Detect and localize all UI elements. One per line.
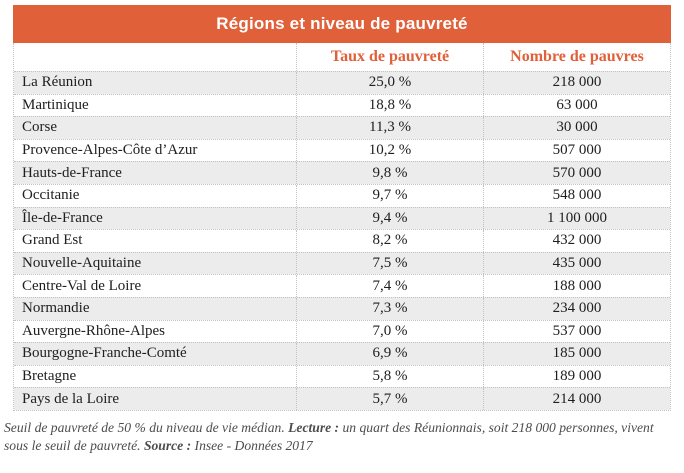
poor-count-cell: 185 000 — [483, 343, 670, 365]
poverty-rate-cell: 8,2 % — [296, 230, 483, 252]
table-row: Martinique 18,8 % 63 000 — [14, 93, 670, 117]
footnote-lecture-label: Lecture : — [288, 420, 340, 435]
poor-count-cell: 507 000 — [483, 139, 670, 162]
region-cell: Martinique — [22, 96, 89, 113]
region-cell: Normandie — [22, 300, 90, 317]
footnote-lecture-text: un quart des Réunionnais, soit 218 000 p… — [4, 420, 654, 453]
table-row: Pays de la Loire 5,7 % 214 000 — [14, 387, 670, 410]
poverty-rate-cell: 5,7 % — [296, 388, 483, 410]
region-cell: Hauts-de-France — [22, 164, 122, 181]
table-row: Île-de-France 9,4 % 1 100 000 — [14, 206, 670, 230]
table-row: Corse 11,3 % 30 000 — [14, 116, 670, 139]
poor-count-cell: 214 000 — [483, 388, 670, 410]
header-poor-count: Nombre de pauvres — [483, 43, 670, 71]
poverty-rate-cell: 18,8 % — [296, 94, 483, 117]
poor-count-cell: 537 000 — [483, 320, 670, 343]
poor-count-cell: 30 000 — [483, 117, 670, 139]
poverty-rate-cell: 9,4 % — [296, 207, 483, 230]
region-cell: Bourgogne-Franche-Comté — [22, 345, 187, 362]
regions-poverty-table: Régions et niveau de pauvreté Taux de pa… — [13, 5, 671, 411]
footnote-definition: Seuil de pauvreté de 50 % du niveau de v… — [4, 420, 289, 435]
poor-count-cell: 1 100 000 — [483, 207, 670, 230]
table-row: Nouvelle-Aquitaine 7,5 % 435 000 — [14, 251, 670, 275]
footnote-source-label: Source : — [143, 437, 192, 453]
poor-count-cell: 63 000 — [483, 94, 670, 117]
poverty-rate-cell: 9,7 % — [296, 184, 483, 207]
table-row: Hauts-de-France 9,8 % 570 000 — [14, 161, 670, 184]
region-cell: La Réunion — [22, 74, 93, 91]
poverty-rate-cell: 11,3 % — [296, 117, 483, 139]
poor-count-cell: 189 000 — [483, 365, 670, 388]
poor-count-cell: 570 000 — [483, 162, 670, 184]
region-cell: Centre-Val de Loire — [22, 277, 142, 294]
table-row: Bourgogne-Franche-Comté 6,9 % 185 000 — [14, 342, 670, 365]
table-grid: Taux de pauvreté Nombre de pauvres La Ré… — [13, 43, 671, 411]
region-cell: Auvergne-Rhône-Alpes — [22, 322, 166, 339]
table-title-bar: Régions et niveau de pauvreté — [13, 5, 671, 43]
poor-count-cell: 218 000 — [483, 72, 670, 94]
footnote-source-text: Insee - Données 2017 — [191, 437, 313, 453]
region-cell: Grand Est — [22, 232, 83, 249]
table-body: La Réunion 25,0 % 218 000 Martinique 18,8 % 6… — [14, 71, 670, 410]
poor-count-cell: 432 000 — [483, 230, 670, 252]
table-row: Auvergne-Rhône-Alpes 7,0 % 537 000 — [14, 319, 670, 343]
table-row: Centre-Val de Loire 7,4 % 188 000 — [14, 274, 670, 297]
header-region-spacer — [14, 43, 296, 71]
header-poverty-rate: Taux de pauvreté — [296, 43, 483, 71]
poverty-rate-cell: 7,3 % — [296, 297, 483, 320]
poor-count-cell: 188 000 — [483, 275, 670, 297]
table-row: Normandie 7,3 % 234 000 — [14, 296, 670, 320]
table-header-row: Taux de pauvreté Nombre de pauvres — [14, 43, 670, 71]
region-cell: Nouvelle-Aquitaine — [22, 255, 142, 272]
poor-count-cell: 435 000 — [483, 252, 670, 275]
poor-count-cell: 234 000 — [483, 297, 670, 320]
region-cell: Île-de-France — [22, 209, 103, 226]
table-row: Provence-Alpes-Côte d’Azur 10,2 % 507 000 — [14, 138, 670, 162]
footnote: Seuil de pauvreté de 50 % du niveau de v… — [4, 419, 680, 455]
poverty-rate-cell: 7,4 % — [296, 275, 483, 297]
region-cell: Pays de la Loire — [22, 390, 120, 407]
poverty-rate-cell: 7,5 % — [296, 252, 483, 275]
poverty-rate-cell: 10,2 % — [296, 139, 483, 162]
poverty-rate-cell: 7,0 % — [296, 320, 483, 343]
table-title: Régions et niveau de pauvreté — [216, 14, 468, 33]
poor-count-cell: 548 000 — [483, 184, 670, 207]
poverty-rate-cell: 25,0 % — [296, 72, 483, 94]
table-row: La Réunion 25,0 % 218 000 — [14, 71, 670, 94]
poverty-rate-cell: 6,9 % — [296, 343, 483, 365]
table-row: Grand Est 8,2 % 432 000 — [14, 229, 670, 252]
poverty-rate-cell: 5,8 % — [296, 365, 483, 388]
table-row: Bretagne 5,8 % 189 000 — [14, 364, 670, 388]
poverty-rate-cell: 9,8 % — [296, 162, 483, 184]
region-cell: Occitanie — [22, 187, 80, 204]
region-cell: Bretagne — [22, 368, 77, 385]
region-cell: Provence-Alpes-Côte d’Azur — [22, 142, 198, 159]
region-cell: Corse — [22, 119, 57, 136]
table-row: Occitanie 9,7 % 548 000 — [14, 183, 670, 207]
